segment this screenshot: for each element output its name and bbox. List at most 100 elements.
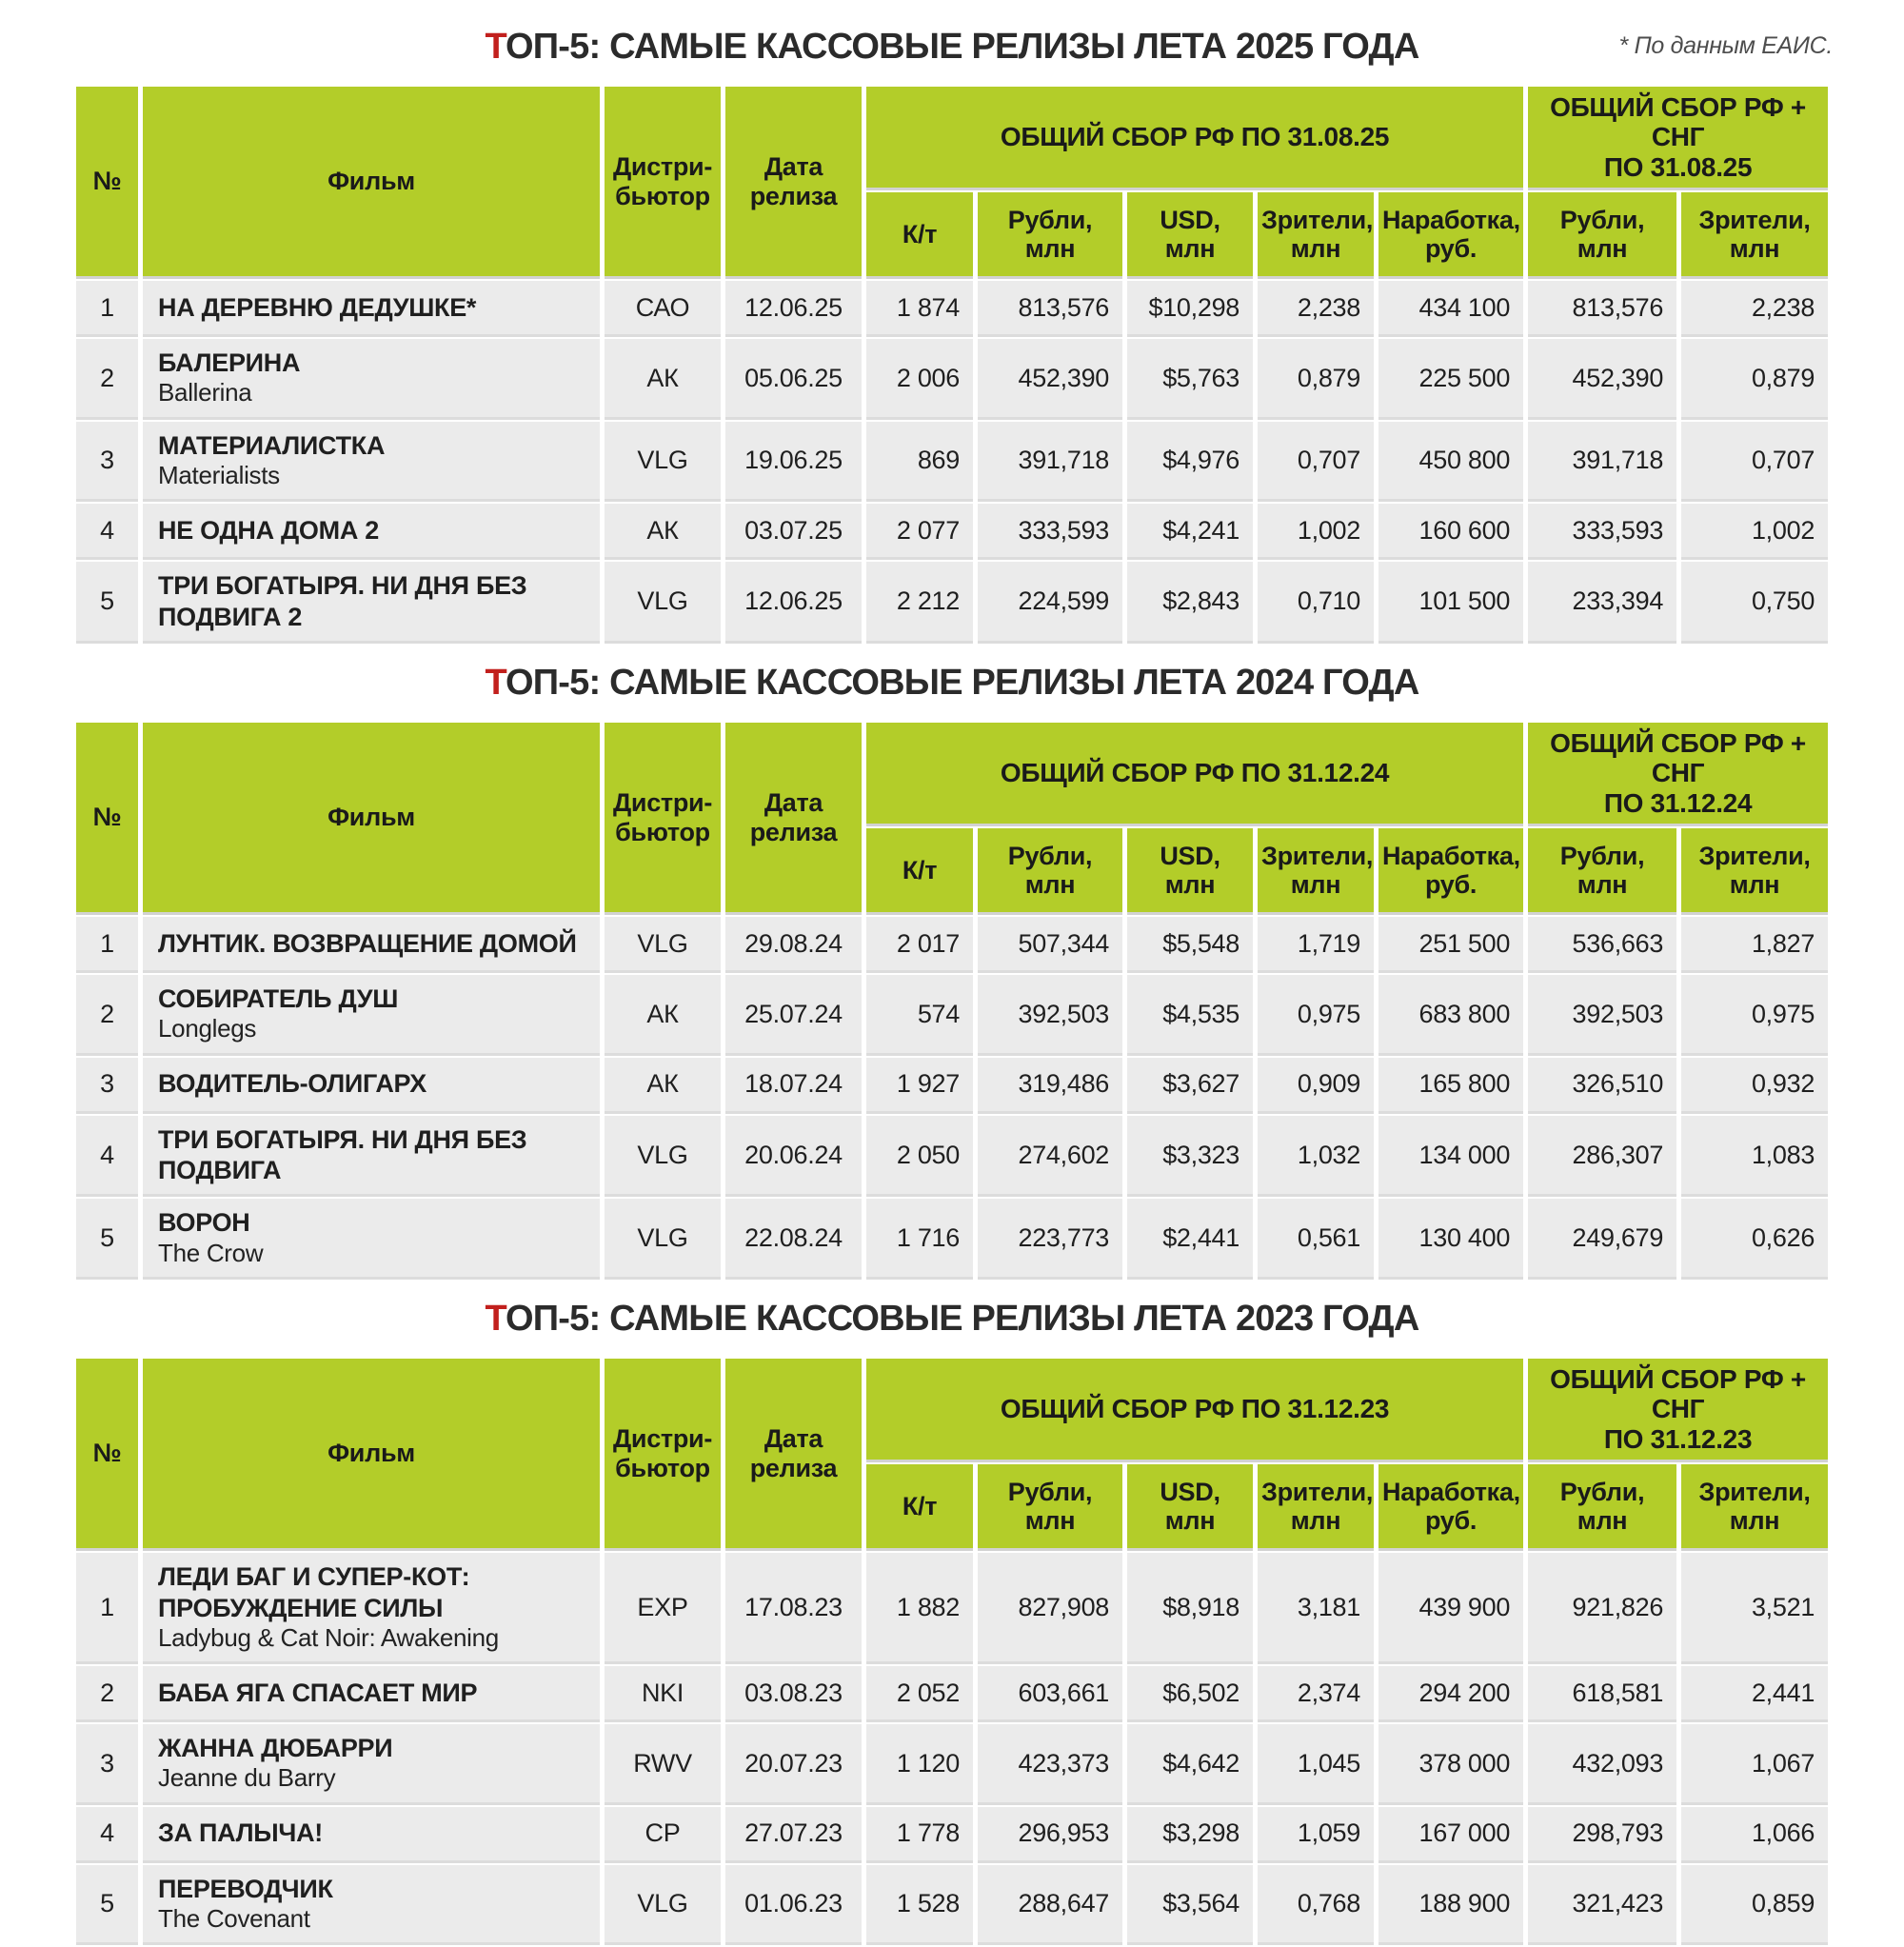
film-title-original: Ballerina	[158, 378, 252, 407]
distributor-cell: VLG	[605, 1864, 721, 1943]
top5-2025-table: № Фильм Дистри- бьютор Дата релиза ОБЩИЙ…	[71, 82, 1833, 646]
viewers-cell: 2,374	[1258, 1666, 1374, 1720]
rank-cell: 4	[76, 504, 138, 558]
table-row: 1 ЛУНТИК. ВОЗВРАЩЕНИЕ ДОМОЙ VLG 29.08.24…	[76, 917, 1829, 971]
film-cell: МАТЕРИАЛИСТКА Materialists	[143, 421, 600, 500]
distributor-cell: VLG	[605, 562, 721, 642]
gross-rub-cis-cell: 333,593	[1528, 504, 1677, 558]
per-screen-average-cell: 225 500	[1378, 339, 1524, 417]
distributor-cell: VLG	[605, 1115, 721, 1195]
viewers-cell: 1,032	[1258, 1115, 1374, 1195]
film-title-ru: ВОДИТЕЛЬ-ОЛИГАРХ	[158, 1069, 426, 1099]
viewers-cis-cell: 2,441	[1681, 1666, 1829, 1720]
viewers-cell: 2,238	[1258, 281, 1374, 335]
gross-rub-cell: 319,486	[978, 1057, 1122, 1111]
viewers-cell: 0,975	[1258, 975, 1374, 1053]
viewers-cis-cell: 0,859	[1681, 1864, 1829, 1943]
viewers-cell: 1,002	[1258, 504, 1374, 558]
col-header-release-date: Дата релиза	[725, 87, 862, 277]
release-date-cell: 01.06.23	[725, 1864, 862, 1943]
col-header-viewers-cis: Зрители, млн	[1681, 1464, 1829, 1549]
film-title-ru: НЕ ОДНА ДОМА 2	[158, 516, 379, 546]
gross-usd-cell: $4,535	[1127, 975, 1253, 1053]
film-title-ru: ТРИ БОГАТЫРЯ. НИ ДНЯ БЕЗ ПОДВИГА	[158, 1124, 527, 1185]
distributor-cell: CP	[605, 1806, 721, 1860]
viewers-cis-cell: 0,707	[1681, 421, 1829, 500]
table-row: 5 ТРИ БОГАТЫРЯ. НИ ДНЯ БЕЗ ПОДВИГА 2 VLG…	[76, 562, 1829, 642]
distributor-cell: АК	[605, 1057, 721, 1111]
table-row: 4 ТРИ БОГАТЫРЯ. НИ ДНЯ БЕЗ ПОДВИГА VLG 2…	[76, 1115, 1829, 1195]
col-header-rub-cis: Рубли, млн	[1528, 192, 1677, 277]
top5-2024-table: № Фильм Дистри- бьютор Дата релиза ОБЩИЙ…	[71, 718, 1833, 1281]
gross-rub-cell: 423,373	[978, 1724, 1122, 1802]
release-date-cell: 25.07.24	[725, 975, 862, 1053]
film-title-ru: ЛЕДИ БАГ И СУПЕР-КОТ: ПРОБУЖДЕНИЕ СИЛЫ	[158, 1562, 470, 1622]
film-title-ru: ТРИ БОГАТЫРЯ. НИ ДНЯ БЕЗ ПОДВИГА 2	[158, 571, 527, 631]
per-screen-average-cell: 160 600	[1378, 504, 1524, 558]
rank-cell: 3	[76, 1724, 138, 1802]
gross-rub-cis-cell: 326,510	[1528, 1057, 1677, 1111]
col-header-rub-cis: Рубли, млн	[1528, 828, 1677, 913]
viewers-cis-cell: 0,932	[1681, 1057, 1829, 1111]
top5-2025-section: ТОП-5: САМЫЕ КАССОВЫЕ РЕЛИЗЫ ЛЕТА 2025 Г…	[71, 23, 1833, 646]
table-row: 3 ЖАННА ДЮБАРРИ Jeanne du Barry RWV 20.07…	[76, 1724, 1829, 1802]
group-header-rf-sng-2023: ОБЩИЙ СБОР РФ + СНГ ПО 31.12.23	[1528, 1359, 1829, 1460]
gross-rub-cell: 224,599	[978, 562, 1122, 642]
group-header-rf-2024: ОБЩИЙ СБОР РФ ПО 31.12.24	[866, 723, 1524, 824]
gross-rub-cell: 288,647	[978, 1864, 1122, 1943]
table-row: 1 ЛЕДИ БАГ И СУПЕР-КОТ: ПРОБУЖДЕНИЕ СИЛЫ…	[76, 1553, 1829, 1662]
table-row: 5 ВОРОН The Crow VLG 22.08.24 1 716 223,7…	[76, 1199, 1829, 1278]
title-row-2025: ТОП-5: САМЫЕ КАССОВЫЕ РЕЛИЗЫ ЛЕТА 2025 Г…	[71, 23, 1834, 72]
viewers-cis-cell: 1,827	[1681, 917, 1829, 971]
viewers-cell: 1,059	[1258, 1806, 1374, 1860]
viewers-cis-cell: 1,002	[1681, 504, 1829, 558]
film-cell: ВОРОН The Crow	[143, 1199, 600, 1278]
title-row-2023: ТОП-5: САМЫЕ КАССОВЫЕ РЕЛИЗЫ ЛЕТА 2023 Г…	[71, 1295, 1833, 1344]
per-screen-average-cell: 167 000	[1378, 1806, 1524, 1860]
per-screen-average-cell: 450 800	[1378, 421, 1524, 500]
group-header-rf-2023: ОБЩИЙ СБОР РФ ПО 31.12.23	[866, 1359, 1524, 1460]
screens-count-cell: 2 212	[866, 562, 973, 642]
distributor-cell: VLG	[605, 1199, 721, 1278]
gross-usd-cell: $4,976	[1127, 421, 1253, 500]
viewers-cell: 3,181	[1258, 1553, 1374, 1662]
gross-rub-cell: 813,576	[978, 281, 1122, 335]
col-header-per-screen: Наработка, руб.	[1378, 1464, 1524, 1549]
col-header-viewers-cis: Зрители, млн	[1681, 828, 1829, 913]
col-header-distributor: Дистри- бьютор	[605, 723, 721, 913]
film-title-ru: БАБА ЯГА СПАСАЕТ МИР	[158, 1678, 478, 1707]
rank-cell: 5	[76, 562, 138, 642]
top5-2024-section: ТОП-5: САМЫЕ КАССОВЫЕ РЕЛИЗЫ ЛЕТА 2024 Г…	[71, 659, 1833, 1281]
film-cell: ТРИ БОГАТЫРЯ. НИ ДНЯ БЕЗ ПОДВИГА 2	[143, 562, 600, 642]
section-title-2024: ТОП-5: САМЫЕ КАССОВЫЕ РЕЛИЗЫ ЛЕТА 2024 Г…	[486, 659, 1420, 706]
gross-rub-cis-cell: 392,503	[1528, 975, 1677, 1053]
section-title-2023: ТОП-5: САМЫЕ КАССОВЫЕ РЕЛИЗЫ ЛЕТА 2023 Г…	[486, 1295, 1420, 1342]
per-screen-average-cell: 188 900	[1378, 1864, 1524, 1943]
gross-usd-cell: $2,441	[1127, 1199, 1253, 1278]
col-header-release-date: Дата релиза	[725, 723, 862, 913]
col-header-num: №	[76, 1359, 138, 1549]
viewers-cis-cell: 0,975	[1681, 975, 1829, 1053]
gross-usd-cell: $6,502	[1127, 1666, 1253, 1720]
film-title-ru: ЗА ПАЛЫЧА!	[158, 1818, 323, 1848]
gross-usd-cell: $5,763	[1127, 339, 1253, 417]
release-date-cell: 19.06.25	[725, 421, 862, 500]
distributor-cell: NKI	[605, 1666, 721, 1720]
film-cell: ЛУНТИК. ВОЗВРАЩЕНИЕ ДОМОЙ	[143, 917, 600, 971]
screens-count-cell: 1 927	[866, 1057, 973, 1111]
film-title-original: The Covenant	[158, 1904, 310, 1934]
viewers-cis-cell: 2,238	[1681, 281, 1829, 335]
col-header-per-screen: Наработка, руб.	[1378, 828, 1524, 913]
release-date-cell: 22.08.24	[725, 1199, 862, 1278]
screens-count-cell: 2 017	[866, 917, 973, 971]
film-title-original: Jeanne du Barry	[158, 1763, 336, 1793]
release-date-cell: 03.08.23	[725, 1666, 862, 1720]
screens-count-cell: 1 882	[866, 1553, 973, 1662]
film-cell: ЗА ПАЛЫЧА!	[143, 1806, 600, 1860]
title-text: ОП-5: САМЫЕ КАССОВЫЕ РЕЛИЗЫ ЛЕТА 2023 ГО…	[506, 1299, 1419, 1340]
col-header-rub: Рубли, млн	[978, 828, 1122, 913]
table-row: 2 БАБА ЯГА СПАСАЕТ МИР NKI 03.08.23 2 05…	[76, 1666, 1829, 1720]
table-row: 4 НЕ ОДНА ДОМА 2 АК 03.07.25 2 077 333,5…	[76, 504, 1829, 558]
gross-rub-cis-cell: 249,679	[1528, 1199, 1677, 1278]
viewers-cis-cell: 0,750	[1681, 562, 1829, 642]
